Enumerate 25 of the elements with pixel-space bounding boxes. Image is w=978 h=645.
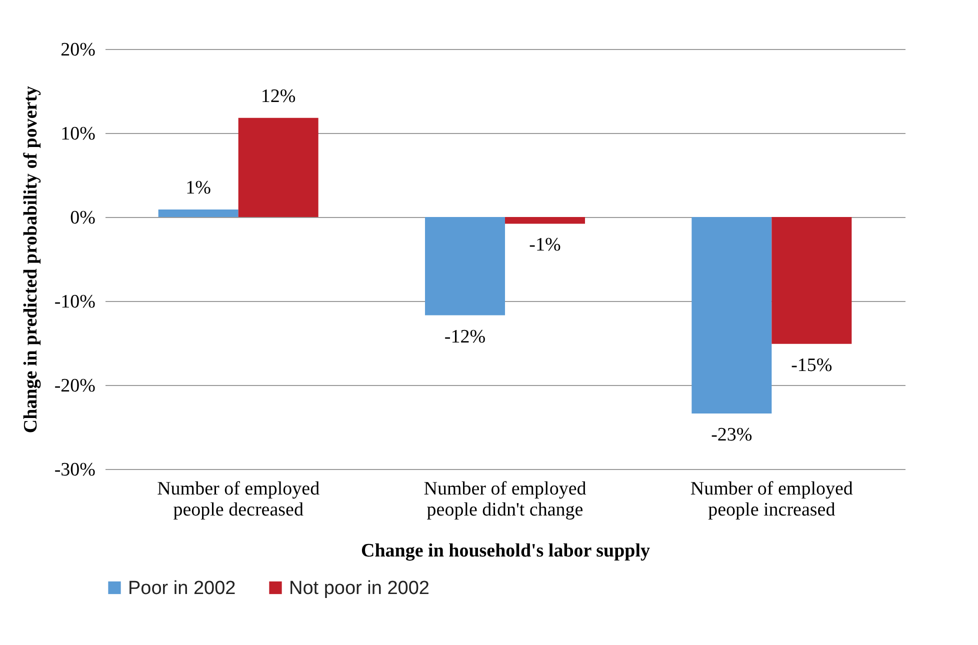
bar: [238, 118, 318, 217]
data-label: -1%: [529, 234, 561, 256]
y-tick-label: 20%: [60, 40, 96, 60]
data-label: -15%: [791, 354, 832, 376]
data-label: 12%: [260, 86, 296, 107]
legend-label: Not poor in 2002: [289, 578, 430, 599]
y-tick-label: 10%: [60, 124, 96, 144]
legend-label: Poor in 2002: [128, 578, 236, 599]
bar: [158, 209, 238, 217]
y-tick-label: -30%: [54, 460, 96, 480]
y-axis-title: Change in predicted probability of poverty: [20, 85, 42, 434]
x-tick-label: Number of employed people decreased: [157, 478, 320, 520]
bar: [425, 217, 505, 316]
y-tick-label: -20%: [54, 376, 96, 396]
y-tick-label: -10%: [54, 292, 96, 312]
data-label: -23%: [711, 424, 752, 446]
bar: [772, 217, 852, 344]
data-label: 1%: [186, 177, 212, 198]
x-tick-label: Number of employed people didn't change: [424, 478, 587, 520]
bar: [505, 217, 585, 224]
bar: [692, 217, 772, 414]
data-label: -12%: [444, 326, 486, 348]
y-tick-label: 0%: [70, 208, 96, 228]
x-tick-label: Number of employed people increased: [690, 478, 854, 520]
x-axis-title: Change in household's labor supply: [361, 540, 650, 562]
